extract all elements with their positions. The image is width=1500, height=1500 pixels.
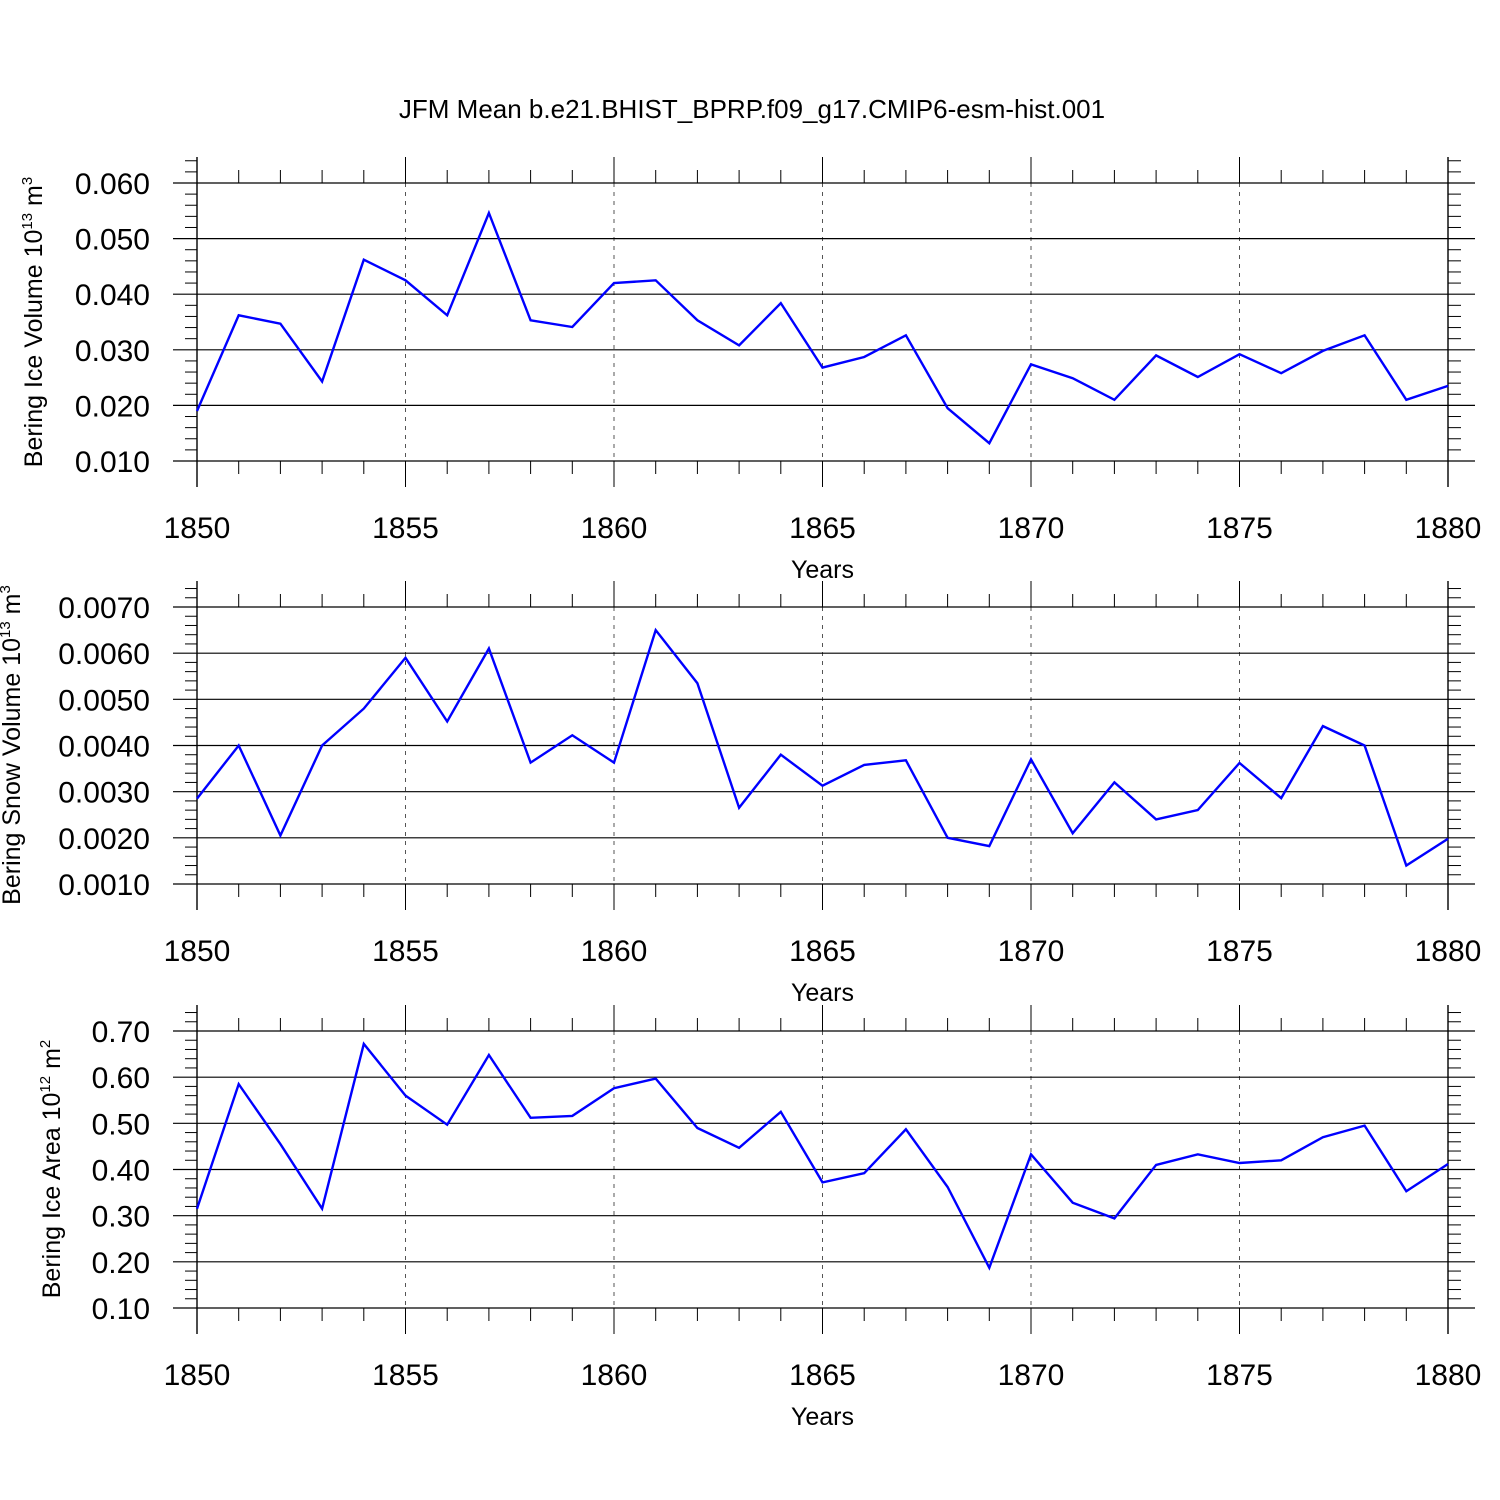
panel-1: 0.010 0.020 0.030 0.040 0.050 0.060 1850 1855 18… [19, 157, 1481, 584]
x-tick-label: 1880 [1415, 512, 1482, 545]
panel-2: 0.0010 0.0020 0.0030 0.0040 0.0050 0.0060 0.00… [0, 581, 1481, 1007]
series-line [196, 627, 1449, 868]
x-tick-label: 1855 [372, 512, 439, 545]
x-tick-label: 1880 [1415, 935, 1482, 968]
x-axis-label: Years [791, 979, 854, 1007]
x-tick-label: 1870 [998, 935, 1065, 968]
x-axis-label: Years [791, 556, 854, 584]
x-tick-label: 1860 [581, 1359, 648, 1392]
y-tick-label: 0.20 [92, 1247, 150, 1280]
y-axis-label: Bering Snow Volume 1013 m3 [0, 585, 26, 905]
series-line [195, 209, 1449, 446]
x-tick-label: 1865 [789, 512, 856, 545]
y-tick-label: 0.0040 [58, 731, 150, 764]
y-tick-label: 0.0060 [58, 638, 150, 671]
y-tick-label: 0.010 [75, 446, 150, 479]
y-tick-label: 0.050 [75, 224, 150, 257]
x-tick-label: 1875 [1206, 935, 1273, 968]
y-tick-label: 0.040 [75, 279, 150, 312]
series-line [195, 1041, 1449, 1271]
y-tick-label: 0.70 [92, 1016, 150, 1049]
y-tick-label: 0.60 [92, 1062, 150, 1095]
y-tick-label: 0.0050 [58, 684, 150, 717]
x-tick-label: 1880 [1415, 1359, 1482, 1392]
x-tick-label: 1875 [1206, 512, 1273, 545]
x-tick-label: 1860 [581, 512, 648, 545]
y-tick-label: 0.40 [92, 1155, 150, 1188]
y-tick-label: 0.030 [75, 335, 150, 368]
x-tick-label: 1855 [372, 935, 439, 968]
x-tick-label: 1850 [164, 935, 231, 968]
x-tick-label: 1870 [998, 512, 1065, 545]
y-tick-label: 0.020 [75, 390, 150, 423]
y-tick-label: 0.0010 [58, 869, 150, 902]
y-tick-label: 0.0030 [58, 777, 150, 810]
x-tick-label: 1870 [998, 1359, 1065, 1392]
y-axis-label: Bering Ice Area 1012 m2 [37, 1040, 66, 1299]
y-tick-label: 0.50 [92, 1108, 150, 1141]
x-tick-label: 1865 [789, 1359, 856, 1392]
x-tick-label: 1850 [164, 1359, 231, 1392]
y-axis-label: Bering Ice Volume 1013 m3 [19, 177, 48, 467]
x-tick-label: 1865 [789, 935, 856, 968]
chart-title: JFM Mean b.e21.BHIST_BPRP.f09_g17.CMIP6-… [399, 94, 1105, 124]
y-tick-label: 0.10 [92, 1293, 150, 1326]
y-tick-label: 0.0020 [58, 823, 150, 856]
x-tick-label: 1875 [1206, 1359, 1273, 1392]
x-axis-label: Years [791, 1403, 854, 1431]
y-tick-label: 0.060 [75, 168, 150, 201]
x-tick-label: 1850 [164, 512, 231, 545]
y-tick-label: 0.30 [92, 1201, 150, 1234]
x-tick-label: 1860 [581, 935, 648, 968]
y-tick-label: 0.0070 [58, 592, 150, 625]
panel-3: 0.10 0.20 0.30 0.40 0.50 0.60 0.70 1850 1855 1860… [37, 1005, 1481, 1431]
x-tick-label: 1855 [372, 1359, 439, 1392]
